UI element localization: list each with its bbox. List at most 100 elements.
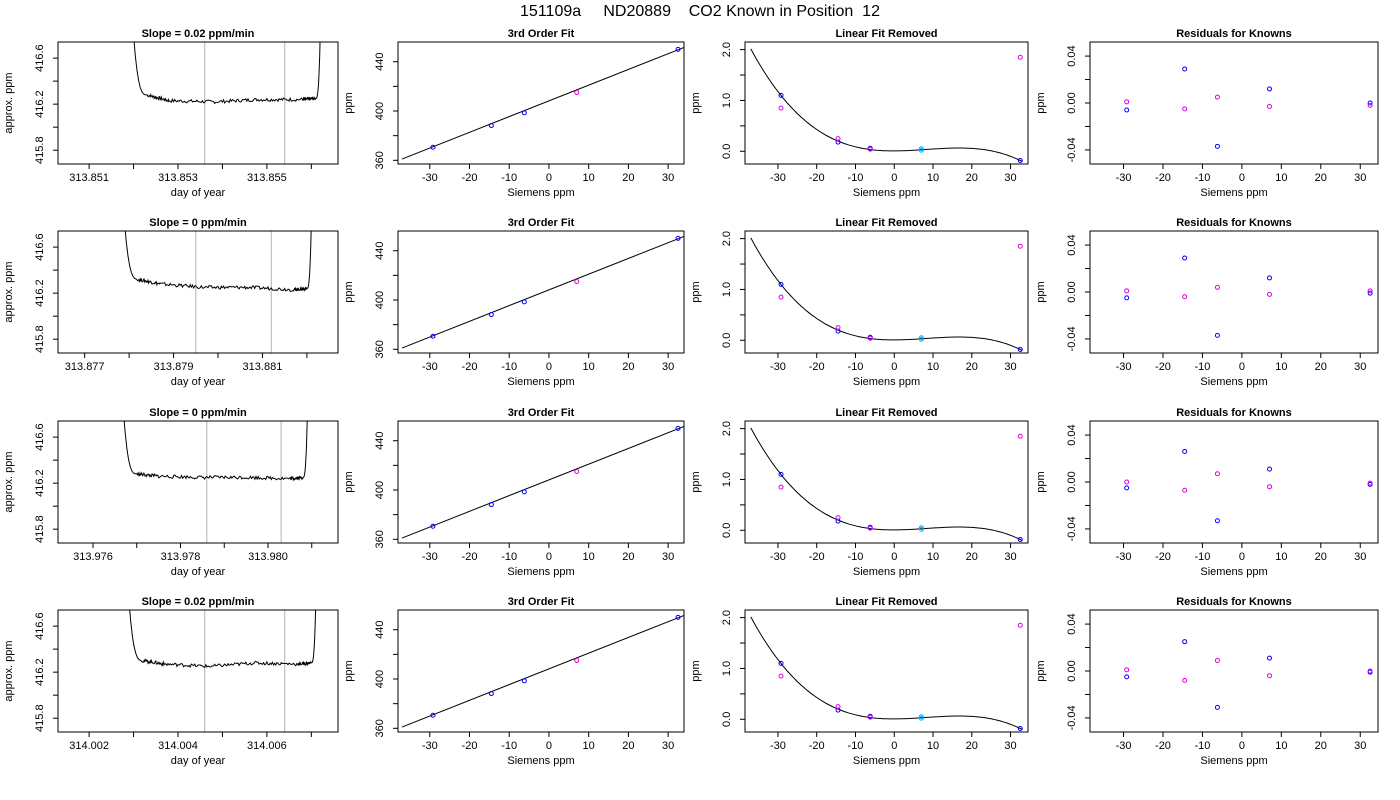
x-tick-label: 0 <box>546 172 552 184</box>
x-axis-label: Siemens ppm <box>507 755 574 767</box>
residual-point <box>918 714 924 720</box>
known-point <box>430 333 436 339</box>
y-tick-label: 415.8 <box>34 325 46 353</box>
residual-point <box>1017 725 1023 731</box>
residual-point <box>1214 518 1220 524</box>
y-tick-label: 0.0 <box>721 333 733 348</box>
residual-point <box>1124 667 1130 673</box>
known-point <box>430 144 436 150</box>
x-tick-label: -20 <box>809 740 825 752</box>
x-tick-label: -10 <box>501 551 517 563</box>
x-tick-label: -30 <box>1116 551 1132 563</box>
y-tick-label: 0.04 <box>1066 613 1078 634</box>
residual-point <box>867 525 873 531</box>
x-axis-label: Siemens ppm <box>853 566 920 578</box>
y-tick-label: 416.2 <box>34 279 46 307</box>
y-tick-label: 0.00 <box>1066 281 1078 302</box>
y-axis-label: ppm <box>690 92 702 113</box>
plot-frame <box>744 420 1029 544</box>
residual-point <box>1367 290 1373 296</box>
y-tick-label: 400 <box>374 481 386 499</box>
residual-point <box>1267 673 1273 679</box>
x-tick-label: 313.976 <box>73 551 113 563</box>
y-tick-label: 0.0 <box>721 523 733 538</box>
plot-frame <box>57 609 339 733</box>
x-tick-label: 10 <box>927 172 939 184</box>
x-tick-label: 30 <box>1004 551 1016 563</box>
known-point <box>675 235 681 241</box>
residuals-panel: -30 -20 -10 0 10 20 30 -0.04 0.00 0.04 Residuals f… <box>1035 28 1379 199</box>
residual-point <box>1267 466 1273 472</box>
y-tick-label: -0.04 <box>1066 137 1078 162</box>
x-tick-label: -10 <box>848 551 864 563</box>
y-tick-label: 2.0 <box>721 421 733 436</box>
residual-point <box>1214 471 1220 477</box>
y-tick-label: 0.00 <box>1066 660 1078 681</box>
residuals-panel: -30 -20 -10 0 10 20 30 -0.04 0.00 0.04 Residuals f… <box>1035 596 1379 767</box>
y-tick-label: 1.0 <box>721 472 733 487</box>
y-tick-label: 0.0 <box>721 712 733 727</box>
y-tick-label: 400 <box>374 670 386 688</box>
residual-point <box>1182 106 1188 112</box>
residual-point <box>1182 294 1188 300</box>
cubic-fit-panel: -30 -20 -10 0 10 20 30 360 400 440 3rd Order Fit Si… <box>343 28 685 199</box>
x-tick-label: 20 <box>966 361 978 373</box>
x-tick-label: -30 <box>422 172 438 184</box>
fit-line <box>401 46 685 160</box>
residual-point <box>778 484 784 490</box>
fit-curve <box>750 237 1023 351</box>
figure-title: 151109a ND20889 CO2 Known in Position 12 <box>520 3 880 20</box>
known-point <box>430 712 436 718</box>
x-tick-label: 314.004 <box>158 740 198 752</box>
x-tick-label: -20 <box>462 551 478 563</box>
plot-frame <box>397 41 685 165</box>
plot-frame <box>57 41 339 165</box>
residual-point <box>1367 480 1373 486</box>
panel-title: Residuals for Knowns <box>1176 217 1292 229</box>
residual-point <box>1214 143 1220 149</box>
x-tick-label: -20 <box>809 172 825 184</box>
x-tick-label: 0 <box>1239 172 1245 184</box>
panel-title: Slope = 0.02 ppm/min <box>142 28 255 40</box>
y-tick-label: -0.04 <box>1066 705 1078 730</box>
x-tick-label: 0 <box>546 551 552 563</box>
x-tick-label: -10 <box>501 172 517 184</box>
x-tick-label: 314.002 <box>69 740 109 752</box>
x-axis-label: Siemens ppm <box>507 566 574 578</box>
y-tick-label: 1.0 <box>721 661 733 676</box>
y-tick-label: 0.04 <box>1066 424 1078 445</box>
y-axis-label: ppm <box>1035 281 1047 302</box>
residual-point <box>1124 485 1130 491</box>
x-tick-label: 30 <box>1354 551 1366 563</box>
y-axis-label: approx. ppm <box>3 261 15 322</box>
y-tick-label: 2.0 <box>721 231 733 246</box>
x-tick-label: -20 <box>809 551 825 563</box>
x-tick-label: 10 <box>927 740 939 752</box>
x-axis-label: Siemens ppm <box>1200 187 1267 199</box>
x-tick-label: 30 <box>1004 740 1016 752</box>
x-tick-label: 20 <box>622 361 634 373</box>
y-tick-label: 1.0 <box>721 282 733 297</box>
panel-title: Slope = 0.02 ppm/min <box>142 596 255 608</box>
x-tick-label: -20 <box>809 361 825 373</box>
y-tick-label: 416.2 <box>34 658 46 686</box>
residual-point <box>918 146 924 152</box>
y-tick-label: 400 <box>374 102 386 120</box>
x-tick-label: 313.980 <box>248 551 288 563</box>
x-tick-label: 20 <box>1315 740 1327 752</box>
fit-curve <box>750 616 1023 730</box>
residual-point <box>1267 484 1273 490</box>
x-tick-label: -10 <box>501 740 517 752</box>
y-axis-label: ppm <box>690 281 702 302</box>
linear-removed-panel: -30 -20 -10 0 10 20 30 0.0 1.0 2.0 Linear Fit Remo… <box>690 407 1029 578</box>
x-tick-label: 30 <box>662 740 674 752</box>
x-tick-label: -30 <box>1116 361 1132 373</box>
y-tick-label: 360 <box>374 340 386 358</box>
known-point <box>574 279 580 285</box>
plot-frame <box>744 230 1029 354</box>
x-tick-label: -30 <box>770 551 786 563</box>
linear-removed-panel: -30 -20 -10 0 10 20 30 0.0 1.0 2.0 Linear Fit Remo… <box>690 28 1029 199</box>
y-tick-label: 416.6 <box>34 612 46 640</box>
residual-point <box>1017 243 1023 249</box>
known-point <box>488 502 494 508</box>
